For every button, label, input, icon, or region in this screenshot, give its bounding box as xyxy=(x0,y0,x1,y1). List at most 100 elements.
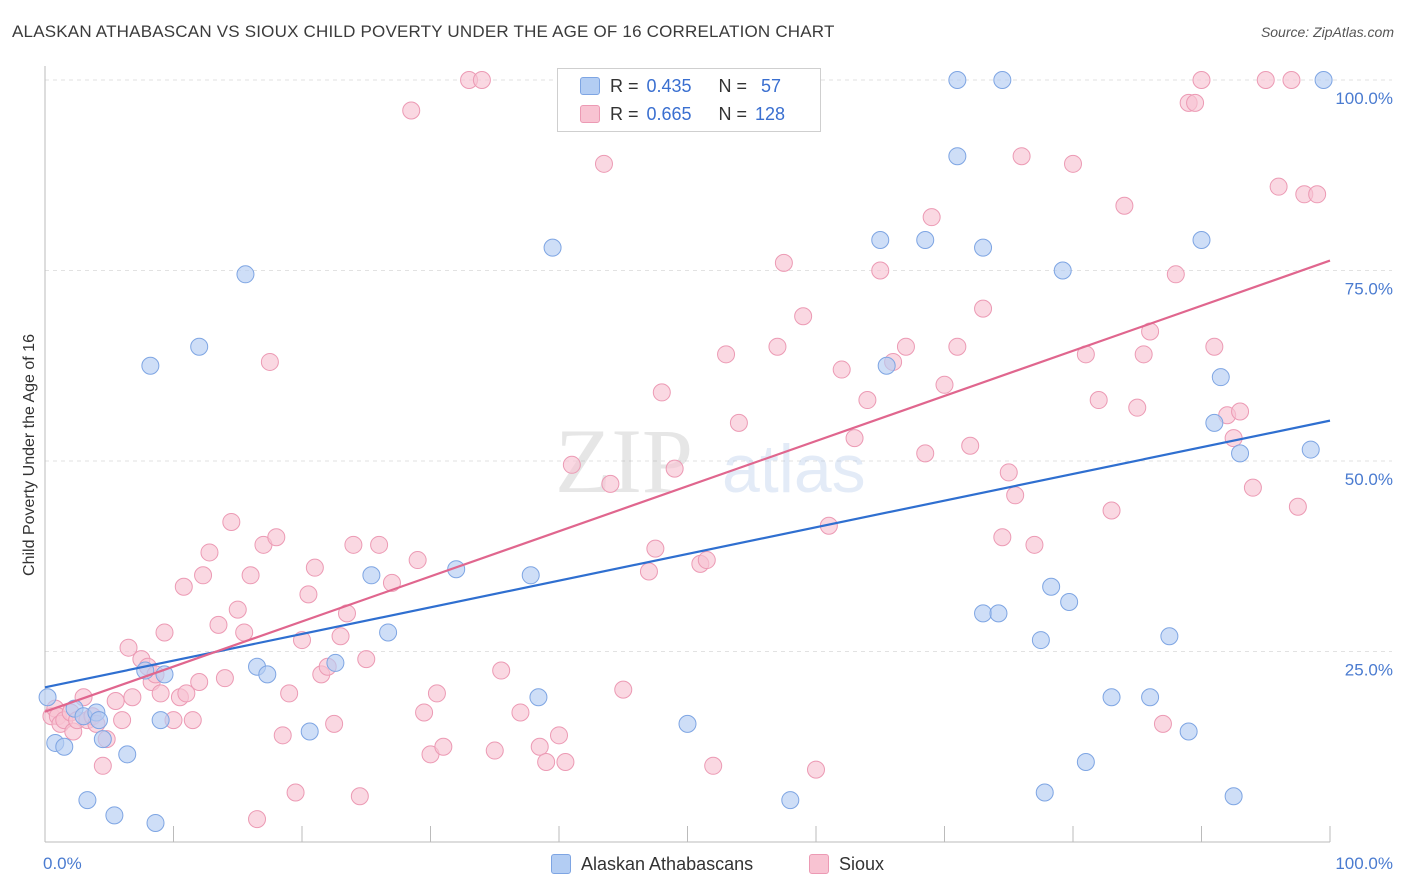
sioux-points xyxy=(42,71,1327,829)
data-point xyxy=(415,703,434,722)
data-point xyxy=(639,562,658,581)
data-point xyxy=(794,307,813,326)
data-point xyxy=(78,791,97,810)
data-point xyxy=(113,711,132,730)
data-point xyxy=(562,455,581,474)
legend-r-label: R = xyxy=(610,75,639,96)
legend-n-value: 57 xyxy=(761,75,782,96)
data-point xyxy=(1256,71,1275,89)
trend-lines xyxy=(44,259,1331,713)
data-point xyxy=(614,680,633,699)
data-point xyxy=(344,535,363,554)
legend-n-label: N = xyxy=(718,75,748,96)
data-point xyxy=(974,238,993,257)
x-tick-label: 100.0% xyxy=(1335,854,1393,873)
data-point xyxy=(646,539,665,558)
data-point xyxy=(717,345,736,364)
data-point xyxy=(357,650,376,669)
data-point xyxy=(697,551,716,570)
watermark-atlas: atlas xyxy=(722,431,866,507)
data-point xyxy=(382,573,401,592)
data-point xyxy=(948,147,967,166)
x-tick-label: 0.0% xyxy=(43,854,82,873)
data-point xyxy=(537,752,556,771)
data-point xyxy=(678,714,697,733)
legend-n-value: 128 xyxy=(755,103,786,124)
data-point xyxy=(1282,71,1301,89)
data-point xyxy=(1102,688,1121,707)
legend-r-value: 0.435 xyxy=(646,75,692,96)
data-point xyxy=(151,711,170,730)
data-point xyxy=(511,703,530,722)
data-point xyxy=(807,760,825,779)
data-point xyxy=(1053,261,1072,280)
bottom-legend-label: Alaskan Athabascans xyxy=(581,853,754,874)
data-point xyxy=(1192,231,1211,250)
data-point xyxy=(350,787,369,806)
data-point xyxy=(594,154,613,173)
data-point xyxy=(235,623,254,642)
legend-swatch-pink xyxy=(580,105,600,123)
data-point xyxy=(200,543,219,562)
grid-lines xyxy=(45,79,1392,652)
data-point xyxy=(1179,722,1198,741)
data-point xyxy=(286,783,305,802)
data-point xyxy=(105,806,124,825)
legend-row-athabascan: R = 0.435 N = 57 xyxy=(580,73,781,99)
trend-line-sioux xyxy=(44,259,1331,713)
data-point xyxy=(1211,368,1230,387)
data-point xyxy=(267,528,286,547)
data-point xyxy=(325,714,344,733)
data-point xyxy=(1231,444,1250,463)
data-point xyxy=(774,253,793,272)
data-point xyxy=(146,813,165,832)
data-point xyxy=(472,71,491,89)
data-point xyxy=(273,726,292,745)
data-point xyxy=(379,623,398,642)
data-point xyxy=(1166,265,1185,284)
data-point xyxy=(550,726,568,745)
legend-row-sioux: R = 0.665 N = 128 xyxy=(580,101,785,127)
data-point xyxy=(871,261,890,280)
y-tick-label: 50.0% xyxy=(1345,470,1393,489)
data-point xyxy=(93,730,112,749)
data-point xyxy=(1141,688,1160,707)
data-point xyxy=(93,756,112,775)
data-point xyxy=(1134,345,1153,364)
data-point xyxy=(427,684,446,703)
data-point xyxy=(1231,402,1250,421)
data-point xyxy=(362,566,381,585)
data-point xyxy=(434,737,453,756)
data-point xyxy=(236,265,255,284)
data-point xyxy=(258,665,277,684)
data-point xyxy=(1035,783,1054,802)
data-point xyxy=(485,741,504,760)
legend-r-label: R = xyxy=(610,103,639,124)
data-point xyxy=(845,429,864,448)
data-point xyxy=(1224,787,1243,806)
bottom-swatch-blue xyxy=(551,854,571,874)
data-point xyxy=(1128,398,1147,417)
data-point xyxy=(529,688,548,707)
data-point xyxy=(38,688,57,707)
data-point xyxy=(1064,154,1082,173)
legend-swatch-blue xyxy=(580,77,600,95)
stats-legend: R = 0.435 N = 57 R = 0.665 N = 128 xyxy=(557,68,821,132)
data-point xyxy=(1160,627,1179,646)
data-point xyxy=(155,623,174,642)
data-point xyxy=(402,101,421,120)
data-point xyxy=(1192,71,1211,89)
source-text: Source: ZipAtlas.com xyxy=(1260,24,1394,40)
y-tick-label: 100.0% xyxy=(1335,89,1393,108)
data-point xyxy=(704,756,723,775)
y-tick-label: 25.0% xyxy=(1345,661,1393,680)
data-point xyxy=(190,337,209,356)
data-point xyxy=(877,356,896,375)
data-point xyxy=(1288,497,1307,516)
data-point xyxy=(974,604,993,623)
data-point xyxy=(652,383,671,402)
data-point xyxy=(241,566,260,585)
data-point xyxy=(1025,535,1044,554)
data-point xyxy=(993,71,1012,89)
data-point xyxy=(1205,337,1224,356)
